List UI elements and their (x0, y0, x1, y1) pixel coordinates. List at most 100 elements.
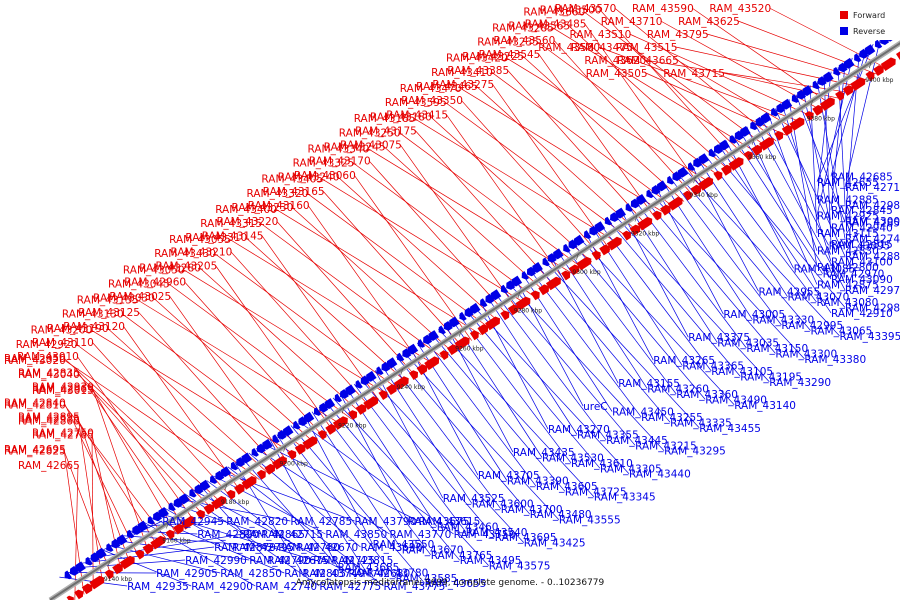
reverse-gene-label: RAM_43550 (373, 539, 435, 551)
label-leader (215, 265, 334, 432)
forward-gene (104, 569, 114, 580)
reverse-gene-label: RAM_43610 (571, 458, 633, 470)
reverse-gene-label: RAM_43480 (530, 509, 592, 521)
forward-gene (279, 456, 287, 465)
gene-track (64, 30, 900, 600)
reverse-gene-label: RAM_43380 (804, 354, 866, 366)
label-leader (353, 383, 466, 533)
reverse-gene (584, 230, 592, 239)
forward-gene (698, 178, 711, 191)
reverse-gene (256, 443, 266, 454)
label-leader (508, 282, 665, 451)
forward-gene (310, 436, 318, 445)
reverse-gene-label: RAM_42820 (226, 516, 288, 528)
forward-gene-label: RAM_42835 (18, 367, 80, 379)
reverse-gene (469, 302, 481, 314)
forward-gene (545, 278, 559, 291)
forward-gene-label: RAM_42840 (4, 398, 66, 410)
reverse-gene-label: RAM_42955 (759, 286, 821, 298)
reverse-gene (340, 389, 349, 399)
reverse-gene-label: RAM_42990 (185, 555, 247, 567)
forward-gene-label: RAM_43235 (477, 37, 539, 49)
axis-tick-label: 9280 kbp (514, 307, 542, 314)
forward-gene (211, 497, 224, 510)
reverse-gene-label: RAM_42670 (296, 542, 358, 554)
forward-gene (835, 91, 845, 101)
forward-gene-label: RAM_42965 (32, 383, 94, 395)
reverse-gene (324, 398, 336, 409)
reverse-gene (651, 184, 661, 195)
reverse-gene-label: RAM_43765 (431, 550, 493, 562)
reverse-gene (521, 271, 529, 280)
reverse-gene-label: RAM_43455 (699, 423, 761, 435)
reverse-gene-label: RAM_43150 (746, 343, 808, 355)
forward-gene (462, 336, 470, 346)
forward-gene (294, 443, 306, 455)
axis-tick-label: 9220 kbp (338, 422, 366, 429)
label-leader (291, 206, 454, 353)
reverse-gene (485, 293, 495, 304)
reverse-gene (677, 166, 689, 178)
reverse-gene-label: RAM_42800 (817, 262, 879, 274)
reverse-gene-label: RAM_43065 (811, 326, 873, 338)
reverse-gene-label: RAM_43005 (723, 309, 785, 321)
reverse-gene (573, 234, 585, 246)
reverse-gene (132, 525, 142, 535)
forward-gene (66, 595, 74, 600)
reverse-gene (179, 493, 190, 505)
reverse-gene-label: RAM_43460 (437, 521, 499, 533)
forward-gene-label: RAM_43045 (108, 278, 170, 290)
forward-gene (637, 218, 650, 231)
label-leader (444, 101, 629, 239)
reverse-gene (230, 461, 239, 471)
reverse-gene (636, 194, 647, 205)
label-leader (837, 67, 846, 205)
reverse-gene-label: RAM_43305 (600, 463, 662, 475)
label-leader (106, 327, 269, 474)
label-leader (245, 236, 408, 384)
reverse-gene-label: RAM_43450 (612, 407, 674, 419)
forward-gene-label: RAM_43205 (156, 261, 218, 273)
label-leader (167, 283, 352, 420)
forward-gene-label: RAM_43320 (247, 188, 309, 200)
forward-gene-label: RAM_43625 (678, 16, 740, 28)
reverse-gene (594, 221, 606, 233)
forward-gene (705, 177, 714, 186)
reverse-gene (687, 162, 696, 171)
forward-gene (675, 196, 683, 206)
reverse-gene (500, 284, 509, 294)
forward-gene (165, 529, 175, 540)
forward-gene-label: RAM_43275 (432, 79, 494, 91)
reverse-gene (698, 153, 710, 164)
reverse-gene-label: RAM_43850 (325, 529, 387, 541)
forward-gene (317, 430, 327, 440)
forward-gene (606, 238, 620, 251)
axis-tick-label: 9300 kbp (572, 269, 600, 276)
label-leader (753, 122, 846, 291)
label-leader (213, 475, 326, 535)
label-leader (353, 174, 472, 341)
label-leader (737, 20, 878, 75)
forward-gene (507, 304, 519, 316)
label-leader (795, 94, 846, 223)
reverse-gene (817, 76, 827, 86)
forward-gene-label: RAM_43560 (494, 35, 556, 47)
reverse-gene (563, 243, 571, 253)
reverse-gene (604, 216, 613, 226)
forward-gene-label: RAM_43340 (308, 143, 370, 155)
label-leader (413, 117, 620, 245)
reverse-gene-label: RAM_43585 (396, 573, 458, 585)
label-leader (487, 296, 578, 435)
forward-gene-label: RAM_43250 (339, 127, 401, 139)
reverse-gene (823, 71, 834, 83)
label-leader (367, 148, 574, 275)
reverse-gene-label: RAM_42795 (232, 542, 294, 554)
axis-tick (283, 445, 286, 452)
forward-gene (888, 57, 896, 66)
label-leader (367, 374, 525, 543)
forward-gene (74, 589, 84, 600)
forward-gene-label: RAM_43570 (555, 3, 617, 15)
forward-gene (515, 298, 528, 311)
label-leader (676, 172, 811, 331)
axis-core (49, 42, 900, 600)
